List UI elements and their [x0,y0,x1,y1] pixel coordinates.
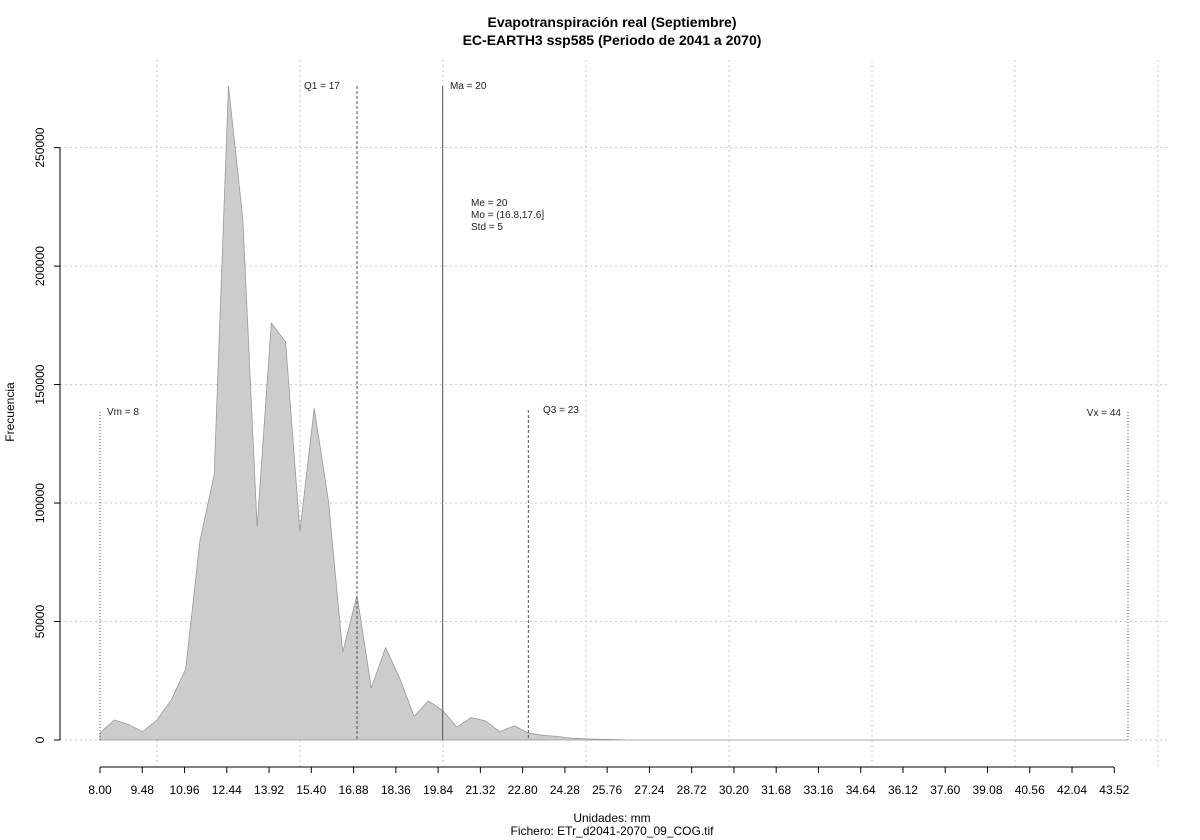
x-axis-file-label: Fichero: ETr_d2041-2070_09_COG.tif [511,824,715,838]
x-tick-label: 15.40 [296,783,326,797]
x-tick-label: 42.04 [1057,783,1087,797]
x-axis-label: Unidades: mm [573,811,650,825]
x-tick-label: 34.64 [846,783,876,797]
axes: 8.00 9.48 10.96 12.44 13.92 15.40 16.88 18.36 19… [33,127,1130,797]
x-tick-label: 25.76 [592,783,622,797]
vx-label: Vx = 44 [1087,408,1122,419]
vm-label: Vm = 8 [107,407,139,418]
x-tick-label: 8.00 [88,783,112,797]
stats-std: Std = 5 [471,222,503,233]
ma-label: Ma = 20 [450,81,487,92]
y-tick-label: 100000 [33,483,47,523]
stats-mode: Mo = (16.8,17.6] [471,210,544,221]
x-tick-label: 27.24 [634,783,664,797]
x-tick-label: 39.08 [972,783,1002,797]
x-tick-label: 9.48 [131,783,155,797]
y-tick-label: 200000 [33,246,47,286]
x-tick-label: 19.84 [423,783,453,797]
x-tick-label: 28.72 [677,783,707,797]
chart-subtitle: EC-EARTH3 ssp585 (Periodo de 2041 a 2070… [463,32,762,48]
x-tick-label: 31.68 [761,783,791,797]
reference-lines [99,86,1129,740]
q1-label: Q1 = 17 [304,81,340,92]
x-tick-label: 40.56 [1015,783,1045,797]
y-tick-label: 150000 [33,364,47,404]
x-tick-label: 30.20 [719,783,749,797]
chart-title: Evapotranspiración real (Septiembre) [488,14,737,30]
x-tick-label: 22.80 [508,783,538,797]
y-tick-label: 250000 [33,127,47,167]
frequency-area [99,85,1128,741]
x-tick-label: 16.88 [339,783,369,797]
x-tick-label: 36.12 [888,783,918,797]
x-tick-label: 24.28 [550,783,580,797]
x-tick-label: 21.32 [465,783,495,797]
x-tick-label: 33.16 [803,783,833,797]
x-tick-label: 13.92 [254,783,284,797]
x-tick-label: 10.96 [170,783,200,797]
x-tick-label: 37.60 [930,783,960,797]
x-tick-label: 18.36 [381,783,411,797]
x-tick-label: 12.44 [212,783,242,797]
y-tick-label: 50000 [33,605,47,639]
stats-mean: Me = 20 [471,198,508,209]
q3-label: Q3 = 23 [543,405,579,416]
y-axis-label: Frecuencia [3,382,17,442]
y-tick-label: 0 [33,736,47,743]
x-tick-label: 43.52 [1099,783,1129,797]
